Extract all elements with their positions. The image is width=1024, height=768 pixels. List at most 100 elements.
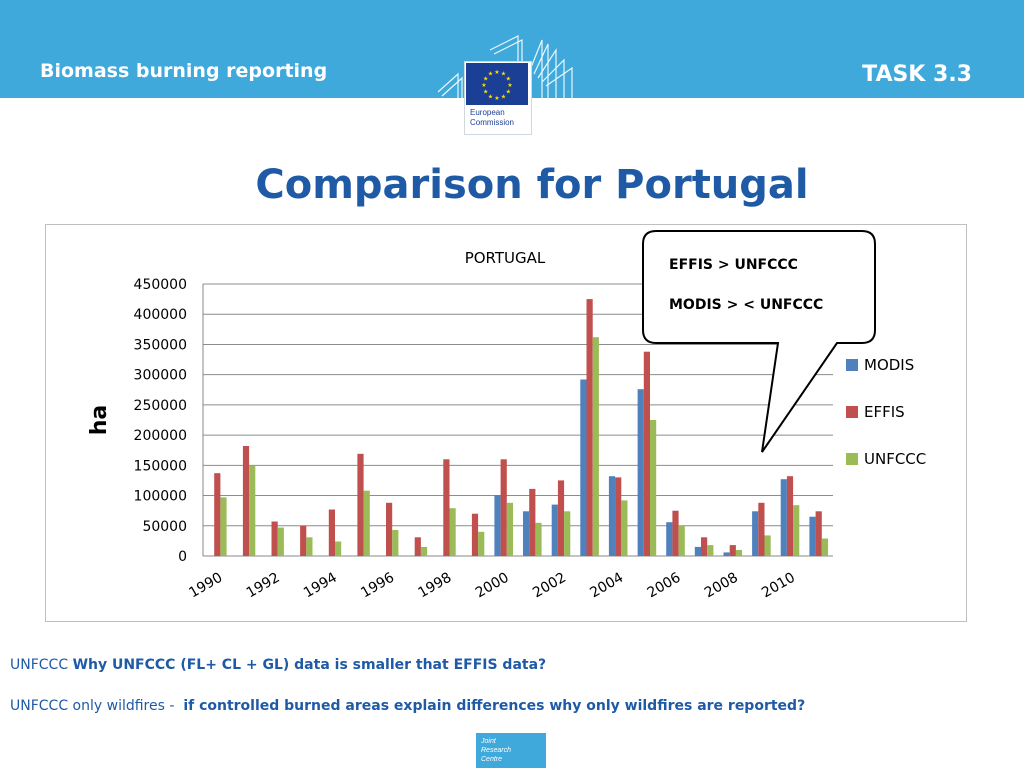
eu-star-icon: ★ [507, 82, 512, 89]
bar-effis-1994 [328, 509, 335, 556]
eu-star-icon: ★ [488, 93, 493, 100]
bar-modis-2002 [551, 504, 558, 556]
bar-effis-1998 [443, 459, 450, 556]
legend-label-unfccc: UNFCCC [864, 450, 926, 468]
y-tick-labels: 0 50000 100000 150000 200000 250000 300000 3500… [134, 277, 187, 565]
x-tick-label: 2000 [473, 570, 512, 602]
legend-swatch-effis [846, 406, 858, 418]
bar-unfccc-2000 [506, 502, 513, 556]
bar-modis-2005 [637, 389, 644, 556]
legend-swatch-modis [846, 359, 858, 371]
slide-title: Comparison for Portugal [255, 162, 809, 208]
bar-unfccc-2003 [592, 337, 599, 556]
bar-effis-2010 [786, 476, 794, 556]
bar-modis-2003 [580, 379, 587, 556]
ec-logo-text: European Commission [470, 108, 515, 127]
legend-label-effis: EFFIS [864, 403, 905, 421]
x-tick-label: 1998 [416, 570, 455, 602]
eu-star-icon: ★ [506, 89, 511, 96]
header-right-title: TASK 3.3 [862, 62, 972, 87]
bar-unfccc-1995 [363, 490, 370, 556]
y-tick-label: 0 [178, 549, 187, 565]
bar-effis-1990 [214, 473, 221, 556]
y-axis-label: ha [87, 405, 112, 436]
bar-unfccc-2007 [707, 545, 714, 556]
x-tick-label: 2010 [759, 570, 798, 602]
bar-modis-2006 [666, 522, 673, 556]
bar-effis-2002 [557, 480, 565, 556]
bar-effis-1997 [414, 537, 421, 556]
bar-unfccc-2002 [564, 511, 571, 556]
bar-modis-2004 [608, 476, 616, 556]
bar-effis-2009 [758, 502, 765, 556]
eu-star-icon: ★ [483, 89, 488, 96]
bar-unfccc-1991 [249, 465, 256, 556]
callout-line2: MODIS > < UNFCCC [669, 297, 823, 313]
bar-modis-2010 [780, 479, 787, 556]
bar-unfccc-2008 [735, 550, 743, 556]
bar-modis-2009 [752, 511, 759, 556]
bar-effis-2006 [672, 510, 679, 556]
bar-effis-1993 [300, 525, 307, 556]
bar-unfccc-2006 [678, 525, 685, 556]
bar-modis-2000 [494, 495, 501, 556]
bar-effis-1992 [271, 521, 278, 556]
legend-label-modis: MODIS [864, 356, 914, 374]
eu-star-icon: ★ [501, 93, 506, 100]
question-2: UNFCCC only wildfires - if controlled bu… [10, 698, 806, 714]
eu-star-icon: ★ [488, 71, 493, 78]
bar-unfccc-2011 [821, 538, 828, 556]
bar-effis-2011 [815, 511, 822, 556]
x-tick-label: 2002 [530, 570, 569, 602]
chart-title: PORTUGAL [465, 249, 546, 267]
eu-star-icon: ★ [481, 82, 486, 89]
bar-unfccc-2001 [535, 522, 542, 556]
bar-effis-1999 [471, 513, 479, 556]
x-tick-label: 2008 [702, 570, 741, 602]
y-tick-label: 400000 [134, 307, 187, 323]
y-tick-label: 250000 [134, 398, 187, 414]
question-1: UNFCCC Why UNFCCC (FL+ CL + GL) data is … [10, 657, 547, 673]
eu-star-icon: ★ [501, 71, 506, 78]
bar-effis-1991 [242, 446, 250, 556]
bar-unfccc-2004 [621, 500, 628, 556]
jrc-logo: Joint Research Centre [476, 733, 546, 768]
bar-modis-2007 [694, 546, 701, 556]
bar-unfccc-2010 [793, 505, 800, 556]
y-tick-label: 350000 [134, 337, 187, 353]
x-tick-label: 1992 [244, 570, 283, 602]
x-tick-label: 1996 [358, 570, 397, 602]
bar-unfccc-1994 [335, 541, 342, 556]
bar-effis-2007 [701, 537, 708, 556]
eu-star-icon: ★ [506, 76, 511, 83]
bar-unfccc-1999 [478, 531, 485, 556]
bar-effis-2003 [586, 299, 593, 556]
bar-effis-2001 [529, 488, 536, 556]
legend-swatch-unfccc [846, 453, 858, 465]
bar-effis-1996 [386, 502, 393, 556]
bar-effis-2005 [643, 351, 650, 556]
callout-bubble [642, 230, 876, 453]
x-tick-label: 1994 [301, 570, 340, 602]
bar-unfccc-1998 [449, 508, 456, 556]
eu-flag-icon: ★ ★★★★★★★★★★★ [466, 63, 528, 105]
x-tick-labels: 1990 1992 1994 1996 1998 2000 2002 2004 2006 2008… [186, 570, 798, 602]
bar-effis-2004 [615, 477, 622, 556]
y-tick-label: 200000 [134, 428, 187, 444]
legend: MODIS EFFIS UNFCCC [846, 356, 926, 468]
bar-unfccc-1992 [277, 527, 284, 556]
european-commission-logo [437, 35, 573, 130]
bar-effis-2000 [500, 459, 507, 556]
bar-unfccc-1990 [220, 497, 227, 556]
eu-star-icon: ★ [494, 95, 499, 102]
bar-effis-2008 [729, 545, 736, 556]
x-tick-label: 2004 [587, 570, 626, 602]
y-tick-label: 300000 [134, 368, 187, 384]
x-tick-label: 1990 [186, 570, 225, 602]
bar-unfccc-2005 [650, 420, 657, 556]
bar-unfccc-2009 [764, 535, 771, 556]
bar-modis-2008 [723, 552, 730, 556]
bar-unfccc-1996 [392, 530, 399, 556]
callout-line1: EFFIS > UNFCCC [669, 257, 798, 273]
